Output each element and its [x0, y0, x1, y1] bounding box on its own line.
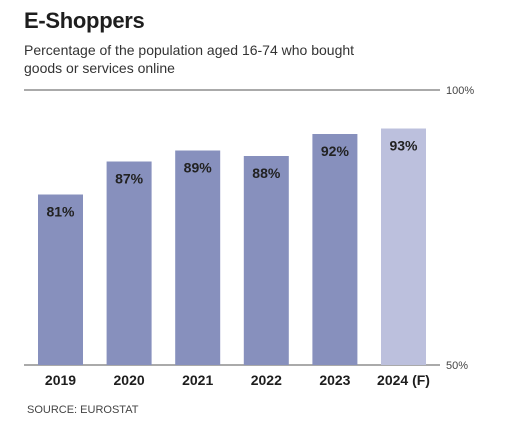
x-tick-label: 2019: [45, 372, 76, 388]
chart-subtitle: Percentage of the population aged 16-74 …: [24, 42, 355, 76]
data-label: 89%: [184, 160, 213, 176]
chart-title: E-Shoppers: [24, 8, 145, 33]
y-tick-label-100: 100%: [446, 85, 474, 97]
bar-2022: [243, 156, 289, 365]
x-tick-label: 2024 (F): [377, 372, 430, 388]
bar-2019: [38, 194, 83, 365]
bar-chart: 100% 50% 81% 2019 87% 2020 89% 2021 88% 2022 92% 20…: [24, 85, 474, 388]
y-tick-label-50: 50%: [446, 360, 468, 372]
source-note: SOURCE: EUROSTAT: [27, 404, 139, 416]
x-tick-label: 2021: [182, 372, 213, 388]
data-label: 81%: [46, 204, 75, 220]
data-label: 88%: [252, 165, 281, 181]
bar-2020: [106, 161, 152, 365]
bar-2024-f: [381, 128, 426, 365]
x-tick-label: 2020: [114, 372, 145, 388]
x-tick-label: 2022: [251, 372, 282, 388]
bar-2021: [175, 150, 221, 365]
data-label: 92%: [321, 143, 350, 159]
x-tick-label: 2023: [319, 372, 350, 388]
bar-2023: [312, 134, 358, 365]
data-label: 87%: [115, 171, 144, 187]
data-label: 93%: [389, 138, 418, 154]
